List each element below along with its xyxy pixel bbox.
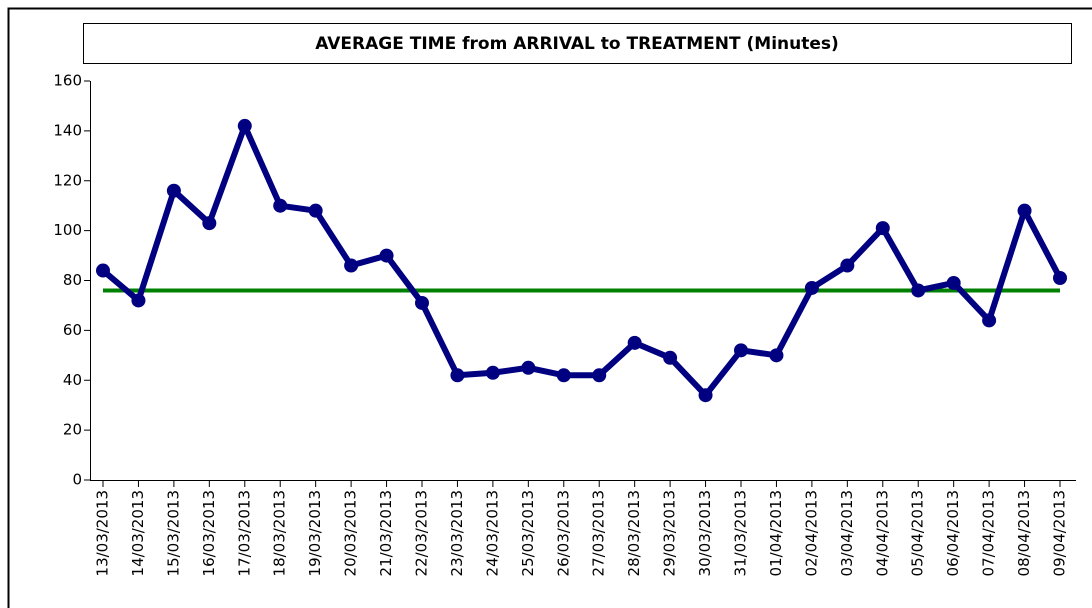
point [875,221,890,236]
x-tick-label: 13/03/2013 [94,490,112,576]
point [450,368,465,383]
y-tick-label: 160 [53,72,82,90]
y-tick-label: 140 [53,121,82,139]
point [485,365,500,380]
point [237,118,252,133]
x-tick-label: 09/04/2013 [1051,490,1069,576]
x-tick-label: 23/03/2013 [448,490,466,576]
x-tick-label: 14/03/2013 [129,490,147,576]
x-tick-label: 30/03/2013 [696,490,714,576]
y-tick-label: 20 [63,421,82,439]
x-tick-label: 27/03/2013 [590,490,608,576]
point [131,293,146,308]
point [946,275,961,290]
y-tick-label: 60 [63,321,82,339]
point [840,258,855,273]
x-tick-label: 02/04/2013 [802,490,820,576]
x-tick-label: 19/03/2013 [306,490,324,576]
point [556,368,571,383]
y-tick-label: 40 [63,371,82,389]
y-tick-label: 120 [53,171,82,189]
x-tick-label: 22/03/2013 [413,490,431,576]
x-tick-label: 07/04/2013 [980,490,998,576]
x-tick-label: 21/03/2013 [377,490,395,576]
x-tick-label: 08/04/2013 [1015,490,1033,576]
series-line [101,122,1063,399]
x-tick-label: 15/03/2013 [164,490,182,576]
point [344,258,359,273]
y-tick-label: 0 [72,471,82,489]
x-tick-label: 17/03/2013 [235,490,253,576]
x-tick-label: 03/04/2013 [838,490,856,576]
point [96,263,110,278]
x-tick-label: 24/03/2013 [483,490,501,576]
point [627,335,642,350]
chart-title: AVERAGE TIME from ARRIVAL to TREATMENT (… [315,34,839,54]
point [592,368,607,383]
point [379,248,394,263]
x-tick-label: 29/03/2013 [661,490,679,576]
title-box [83,23,1072,64]
point [521,360,536,375]
point [804,280,819,295]
x-tick-label: 31/03/2013 [732,490,750,576]
x-tick-label: 28/03/2013 [625,490,643,576]
x-tick-label: 05/04/2013 [909,490,927,576]
x-tick-label: 26/03/2013 [554,490,572,576]
point [415,295,429,310]
point [308,203,323,218]
point [734,343,748,358]
x-tick-label: 04/04/2013 [873,490,891,576]
chart-frame [7,7,1092,608]
y-tick-label: 80 [63,271,82,289]
point [202,216,217,231]
x-tick-label: 18/03/2013 [271,490,289,576]
point [273,198,288,213]
x-tick-label: 16/03/2013 [200,490,218,576]
point [663,350,678,365]
point [166,183,181,198]
x-tick-label: 25/03/2013 [519,490,537,576]
point [1017,203,1032,218]
x-tick-label: 06/04/2013 [944,490,962,576]
point [982,313,997,328]
point [1053,271,1067,286]
point [698,388,713,403]
point [769,348,784,363]
x-tick-label: 20/03/2013 [342,490,360,576]
y-tick-label: 100 [53,221,82,239]
point [911,283,926,298]
x-tick-label: 01/04/2013 [767,490,785,576]
